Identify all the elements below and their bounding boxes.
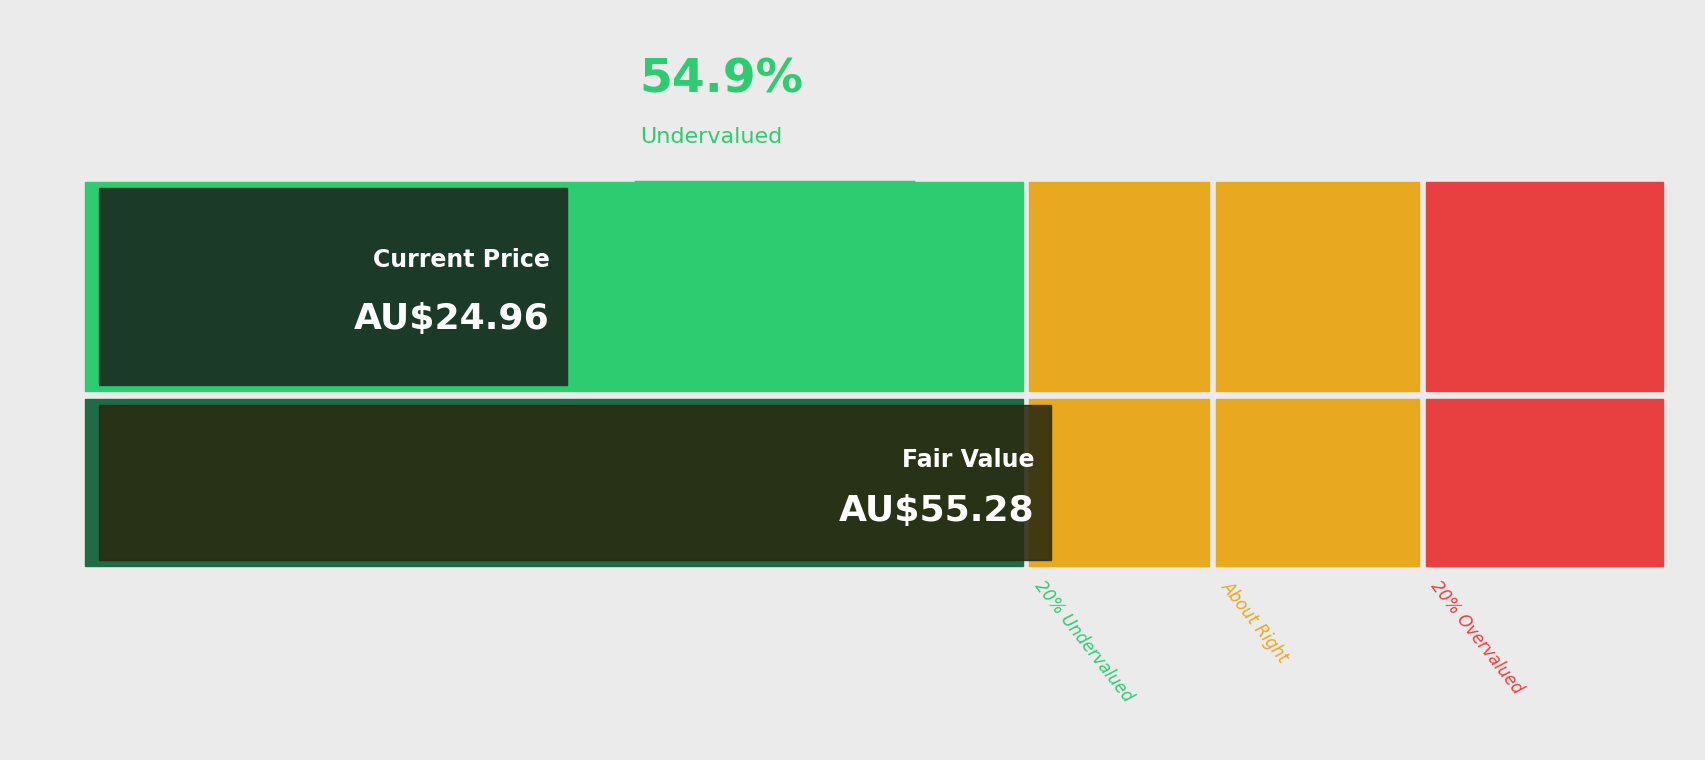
Text: Fair Value: Fair Value xyxy=(900,448,1033,472)
Text: About Right: About Right xyxy=(1217,578,1291,666)
Bar xyxy=(1028,182,1209,391)
Bar xyxy=(1216,182,1419,391)
Bar xyxy=(85,182,1021,391)
Text: 20% Undervalued: 20% Undervalued xyxy=(1030,578,1136,706)
Text: AU$55.28: AU$55.28 xyxy=(837,495,1033,528)
Text: Current Price: Current Price xyxy=(372,249,549,272)
Bar xyxy=(1425,399,1662,566)
Text: 54.9%: 54.9% xyxy=(639,57,803,103)
Text: 20% Overvalued: 20% Overvalued xyxy=(1427,578,1526,698)
Bar xyxy=(85,399,1021,566)
Text: AU$24.96: AU$24.96 xyxy=(353,302,549,336)
Bar xyxy=(1216,399,1419,566)
Bar xyxy=(99,188,566,385)
Text: Undervalued: Undervalued xyxy=(639,127,781,147)
Bar xyxy=(99,405,1050,560)
Bar xyxy=(1028,399,1209,566)
Bar xyxy=(1425,182,1662,391)
